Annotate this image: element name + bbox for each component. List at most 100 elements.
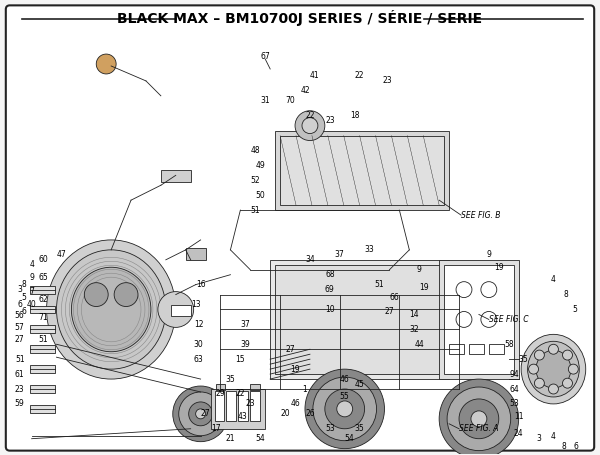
Circle shape (337, 401, 353, 417)
Text: 6: 6 (17, 300, 22, 309)
Bar (275, 265, 444, 374)
Text: 5: 5 (21, 293, 26, 302)
Circle shape (295, 111, 325, 141)
Bar (29, 286, 55, 293)
Text: 71: 71 (39, 313, 49, 322)
Text: 31: 31 (260, 96, 270, 105)
Ellipse shape (56, 250, 166, 369)
Ellipse shape (521, 334, 586, 404)
Text: 66: 66 (389, 293, 399, 302)
Circle shape (302, 118, 318, 134)
Circle shape (456, 312, 472, 328)
Text: 63: 63 (194, 355, 203, 364)
Text: 47: 47 (56, 250, 67, 259)
Text: 27: 27 (201, 410, 211, 418)
Text: 34: 34 (305, 255, 315, 264)
Circle shape (481, 282, 497, 298)
Text: 51: 51 (250, 206, 260, 215)
Text: 49: 49 (256, 161, 265, 170)
Circle shape (447, 387, 511, 450)
Text: 69: 69 (325, 285, 335, 294)
Text: 18: 18 (350, 111, 359, 120)
Text: 23: 23 (245, 399, 255, 409)
Text: 13: 13 (191, 300, 200, 309)
Text: 30: 30 (194, 340, 203, 349)
Bar (226, 391, 236, 421)
Text: 5: 5 (572, 305, 577, 314)
Bar (215, 384, 226, 390)
Bar (186, 248, 206, 260)
Circle shape (535, 378, 544, 388)
Bar (215, 391, 224, 421)
Circle shape (158, 292, 194, 328)
Text: 51: 51 (15, 355, 25, 364)
Text: 41: 41 (310, 71, 320, 81)
Bar (439, 260, 518, 379)
Text: 67: 67 (260, 51, 270, 61)
Text: 35: 35 (355, 424, 365, 433)
Circle shape (196, 409, 206, 419)
Text: 32: 32 (409, 325, 419, 334)
Text: 51: 51 (374, 280, 385, 289)
Text: 27: 27 (385, 307, 394, 316)
Text: 51: 51 (39, 335, 49, 344)
Text: BLACK MAX – BM10700J SERIES / SÉRIE / SERIE: BLACK MAX – BM10700J SERIES / SÉRIE / SE… (118, 10, 482, 26)
Text: 8: 8 (22, 280, 26, 289)
Bar (29, 305, 55, 313)
Text: 11: 11 (514, 412, 523, 421)
Text: 19: 19 (419, 283, 429, 292)
Circle shape (305, 369, 385, 449)
Text: 20: 20 (280, 410, 290, 418)
Bar (161, 170, 191, 182)
Text: 9: 9 (29, 273, 34, 282)
Circle shape (568, 364, 578, 374)
Text: 39: 39 (241, 340, 250, 349)
Text: 6: 6 (574, 442, 579, 451)
Text: 4: 4 (551, 275, 556, 284)
Circle shape (456, 282, 472, 298)
Text: 45: 45 (355, 379, 365, 389)
Text: 19: 19 (290, 364, 300, 374)
Text: 23: 23 (325, 116, 335, 125)
Text: 54: 54 (256, 434, 265, 443)
Text: 94: 94 (510, 369, 520, 379)
Text: 50: 50 (256, 191, 265, 200)
Text: 58: 58 (504, 340, 514, 349)
Text: 54: 54 (345, 434, 355, 443)
Text: 37: 37 (241, 320, 250, 329)
Text: SEE FIG. A: SEE FIG. A (459, 424, 499, 433)
Text: 37: 37 (335, 250, 344, 259)
Text: SEE FIG. B: SEE FIG. B (461, 211, 500, 220)
Bar (238, 391, 248, 421)
Ellipse shape (527, 341, 579, 397)
Text: 21: 21 (226, 434, 235, 443)
Bar (171, 304, 191, 317)
Circle shape (179, 392, 223, 436)
Bar (250, 384, 260, 390)
Circle shape (563, 350, 572, 360)
Bar (29, 365, 55, 373)
Circle shape (481, 312, 497, 328)
Circle shape (563, 378, 572, 388)
Text: 40: 40 (27, 300, 37, 309)
Circle shape (325, 389, 365, 429)
Circle shape (471, 411, 487, 427)
Text: 6: 6 (21, 307, 26, 316)
Ellipse shape (71, 267, 151, 352)
Text: 44: 44 (415, 340, 424, 349)
Text: 46: 46 (290, 399, 300, 409)
Ellipse shape (536, 350, 571, 388)
Text: 4: 4 (29, 260, 34, 269)
Circle shape (548, 384, 559, 394)
Text: 64: 64 (510, 384, 520, 394)
Bar (29, 385, 55, 393)
Bar (280, 136, 444, 205)
Text: 9: 9 (417, 265, 422, 274)
FancyBboxPatch shape (6, 5, 594, 450)
Text: 70: 70 (285, 96, 295, 105)
Text: 9: 9 (487, 250, 491, 259)
Text: 62: 62 (39, 295, 49, 304)
Text: 22: 22 (236, 389, 245, 399)
Text: 53: 53 (510, 399, 520, 409)
Text: 4: 4 (551, 432, 556, 441)
